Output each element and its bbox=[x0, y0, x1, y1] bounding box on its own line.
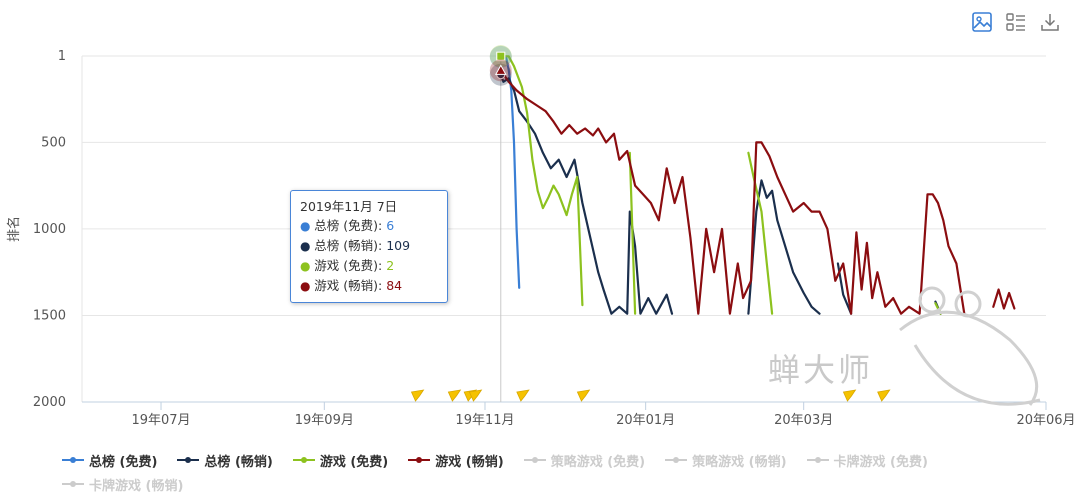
y-tick-label: 1500 bbox=[33, 308, 66, 323]
legend-item[interactable]: 策略游戏 (畅销) bbox=[665, 450, 787, 470]
tooltip-row: ● 游戏 (畅销): 84 bbox=[300, 276, 438, 296]
legend-swatch bbox=[292, 457, 315, 463]
chart-toolbar bbox=[970, 10, 1062, 34]
x-tick-label: 19年07月 bbox=[131, 413, 190, 428]
list-icon[interactable] bbox=[1004, 10, 1028, 34]
image-icon[interactable] bbox=[970, 10, 994, 34]
legend-label: 卡牌游戏 (免费) bbox=[833, 454, 928, 470]
tooltip-row: ● 游戏 (免费): 2 bbox=[300, 256, 438, 276]
tooltip-value: 84 bbox=[386, 278, 403, 293]
series-line-3 bbox=[747, 151, 774, 315]
series-dot-icon: ● bbox=[300, 259, 315, 273]
x-tick-label: 20年06月 bbox=[1016, 413, 1075, 428]
y-tick-label: 1 bbox=[58, 49, 66, 64]
tooltip-value: 2 bbox=[386, 258, 395, 273]
event-flag-icon bbox=[576, 389, 591, 402]
x-tick-label: 19年11月 bbox=[455, 413, 514, 428]
tooltip-value: 6 bbox=[386, 218, 395, 233]
series-dot-icon: ● bbox=[300, 239, 315, 253]
event-flag-icon bbox=[468, 389, 483, 402]
series-line-2 bbox=[499, 73, 674, 315]
y-tick-label: 2000 bbox=[33, 395, 66, 410]
tooltip-label: 总榜 (免费) bbox=[314, 218, 379, 233]
series-line-3 bbox=[628, 151, 637, 315]
legend-swatch bbox=[62, 481, 84, 487]
tooltip-separator: : bbox=[378, 258, 387, 273]
event-flag-icon bbox=[877, 389, 891, 402]
chart-legend: 总榜 (免费) 总榜 (畅销) 游戏 (免费) 游戏 (畅销) 策略游戏 (免费) 策略游… bbox=[62, 450, 1022, 494]
series-line-2 bbox=[747, 179, 821, 315]
series-line-4 bbox=[499, 69, 966, 315]
legend-swatch bbox=[177, 457, 200, 463]
tooltip-label: 游戏 (免费) bbox=[314, 258, 379, 273]
x-tick-label: 19年09月 bbox=[295, 413, 354, 428]
legend-label: 游戏 (畅销) bbox=[435, 454, 504, 470]
tooltip-date: 2019年11月 7日 bbox=[300, 199, 398, 214]
event-flag-icon bbox=[516, 389, 530, 402]
event-flag-icon bbox=[447, 389, 462, 402]
data-point-marker bbox=[496, 51, 506, 61]
legend-label: 策略游戏 (畅销) bbox=[692, 454, 787, 470]
event-flag-icon bbox=[842, 389, 857, 402]
legend-swatch bbox=[665, 457, 688, 463]
legend-item[interactable]: 总榜 (免费) bbox=[62, 450, 157, 470]
tooltip-separator: : bbox=[378, 238, 387, 253]
legend-label: 策略游戏 (免费) bbox=[550, 454, 646, 470]
y-tick-label: 1000 bbox=[33, 222, 66, 237]
legend-item[interactable]: 策略游戏 (免费) bbox=[523, 450, 646, 470]
tooltip-value: 109 bbox=[386, 238, 411, 253]
event-flag-icon bbox=[410, 389, 425, 402]
tooltip-row: ● 总榜 (畅销): 109 bbox=[300, 236, 438, 256]
legend-item[interactable]: 总榜 (畅销) bbox=[177, 450, 273, 470]
tooltip-row: ● 总榜 (免费): 6 bbox=[300, 216, 438, 236]
series-line-4 bbox=[992, 288, 1016, 310]
legend-swatch bbox=[408, 457, 431, 463]
tooltip-label: 总榜 (畅销) bbox=[314, 238, 379, 253]
series-line-2 bbox=[836, 262, 853, 315]
data-point-marker bbox=[494, 64, 507, 75]
tooltip-separator: : bbox=[378, 218, 387, 233]
watermark-cicada-icon bbox=[899, 286, 1041, 406]
legend-item[interactable]: 游戏 (畅销) bbox=[408, 450, 504, 470]
watermark-text: 蝉大师 bbox=[768, 351, 874, 389]
y-tick-label: 500 bbox=[41, 135, 66, 150]
legend-label: 总榜 (畅销) bbox=[204, 454, 273, 470]
legend-label: 总榜 (免费) bbox=[89, 454, 158, 470]
series-dot-icon: ● bbox=[300, 219, 315, 233]
legend-item[interactable]: 游戏 (免费) bbox=[292, 450, 389, 470]
y-axis-label: 排名 bbox=[6, 216, 22, 242]
legend-swatch bbox=[523, 457, 546, 463]
legend-item[interactable]: 卡牌游戏 (免费) bbox=[806, 450, 928, 470]
series-line-3 bbox=[499, 55, 584, 307]
x-tick-label: 20年01月 bbox=[616, 413, 675, 428]
download-icon[interactable] bbox=[1038, 10, 1062, 34]
legend-item[interactable]: 卡牌游戏 (畅销) bbox=[62, 474, 183, 494]
x-tick-label: 20年03月 bbox=[774, 413, 833, 428]
data-tooltip: 2019年11月 7日 ● 总榜 (免费): 6 ● 总榜 (畅销): 109 ● … bbox=[290, 190, 448, 303]
series-dot-icon: ● bbox=[300, 279, 315, 293]
tooltip-separator: : bbox=[378, 278, 387, 293]
legend-swatch bbox=[62, 457, 84, 463]
legend-swatch bbox=[806, 457, 829, 463]
legend-label: 卡牌游戏 (畅销) bbox=[89, 478, 184, 494]
tooltip-label: 游戏 (畅销) bbox=[314, 278, 379, 293]
legend-label: 游戏 (免费) bbox=[319, 454, 389, 470]
